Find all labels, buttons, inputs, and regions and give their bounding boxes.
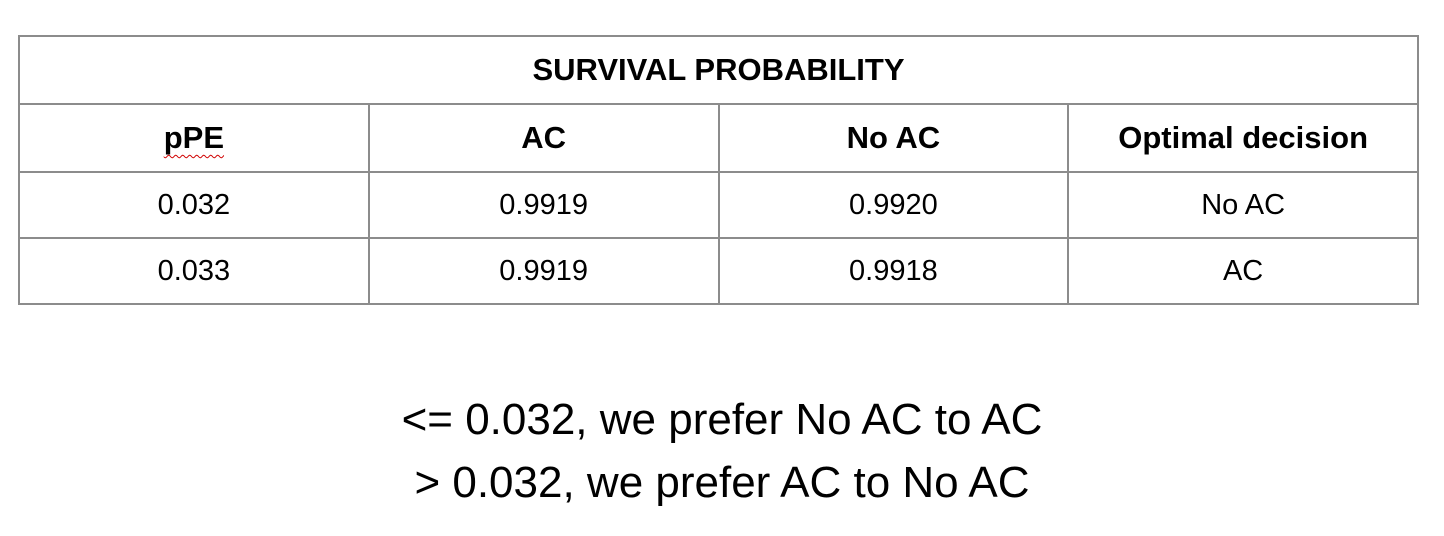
table-cell: No AC — [1067, 171, 1419, 239]
table-cell: AC — [1067, 237, 1419, 305]
table-row: 0.032 0.9919 0.9920 No AC — [18, 171, 1419, 239]
note-line: <= 0.032, we prefer No AC to AC — [401, 395, 1043, 444]
header-text: pPE — [163, 120, 225, 155]
header-cell: pPE — [18, 103, 370, 173]
table-cell: 0.9920 — [717, 171, 1070, 239]
table-cell: 0.9918 — [717, 237, 1070, 305]
table-cell: 0.033 — [18, 237, 370, 305]
table-cell: 0.9919 — [367, 171, 720, 239]
table-cell: 0.9919 — [367, 237, 720, 305]
table-row: 0.033 0.9919 0.9918 AC — [18, 237, 1419, 305]
notes: <= 0.032, we prefer No AC to AC > 0.032,… — [0, 388, 1444, 514]
title-row: SURVIVAL PROBABILITY — [18, 35, 1419, 105]
header-row: pPE AC No AC Optimal decision — [18, 103, 1419, 173]
survival-table: SURVIVAL PROBABILITY pPE AC No AC Optima… — [18, 35, 1419, 305]
table-cell: 0.032 — [18, 171, 370, 239]
note-line: > 0.032, we prefer AC to No AC — [414, 458, 1030, 507]
header-cell: AC — [367, 103, 720, 173]
header-cell: Optimal decision — [1067, 103, 1419, 173]
table-title: SURVIVAL PROBABILITY — [18, 35, 1419, 105]
header-cell: No AC — [717, 103, 1070, 173]
